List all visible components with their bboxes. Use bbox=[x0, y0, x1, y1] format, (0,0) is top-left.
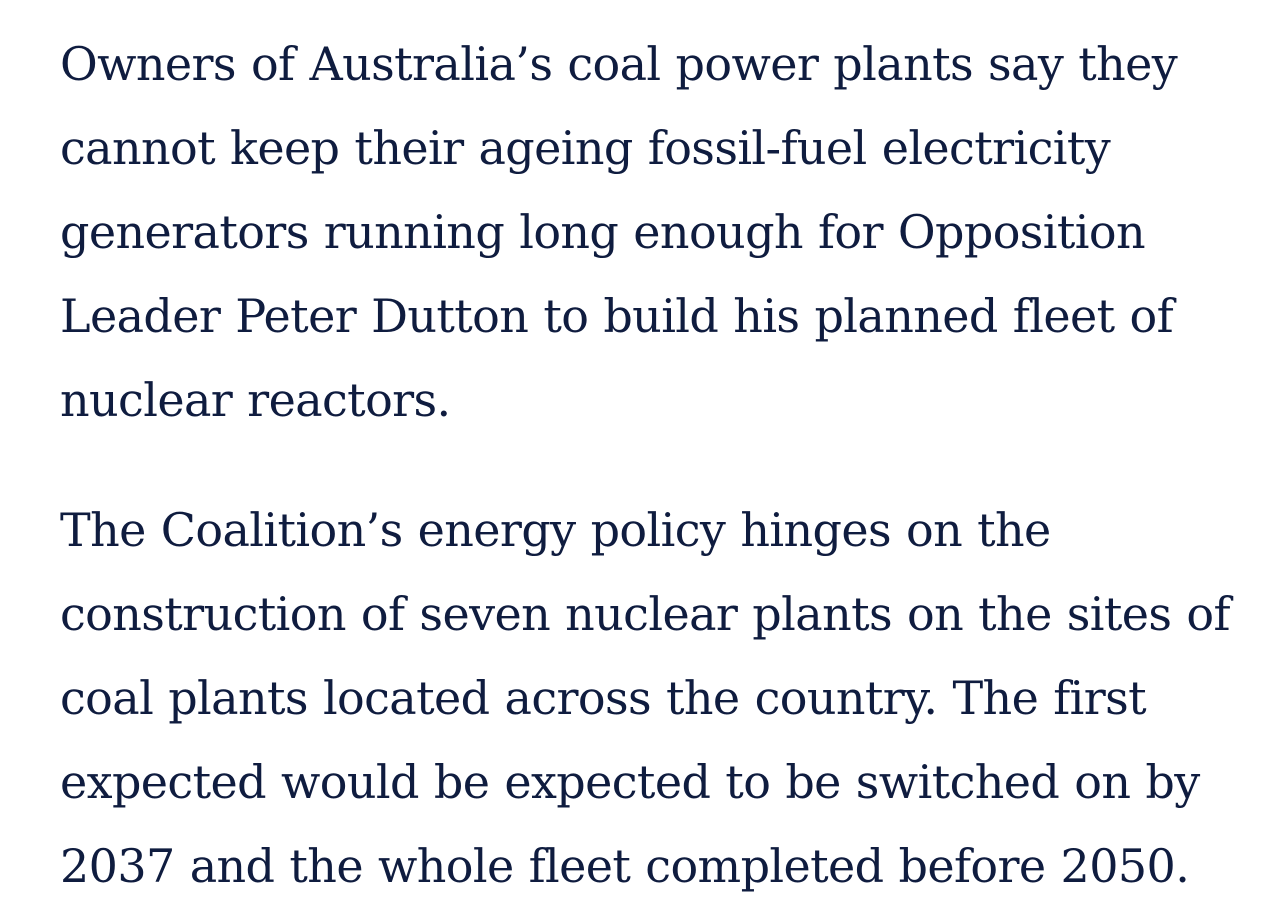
article-paragraph-1: Owners of Australia’s coal power plants … bbox=[60, 37, 1178, 427]
article-body: Owners of Australia’s coal power plants … bbox=[60, 22, 1231, 908]
article-paragraph-2: The Coalition’s energy policy hinges on … bbox=[60, 503, 1231, 893]
